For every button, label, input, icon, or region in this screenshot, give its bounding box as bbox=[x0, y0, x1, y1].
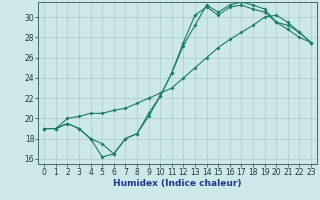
X-axis label: Humidex (Indice chaleur): Humidex (Indice chaleur) bbox=[113, 179, 242, 188]
